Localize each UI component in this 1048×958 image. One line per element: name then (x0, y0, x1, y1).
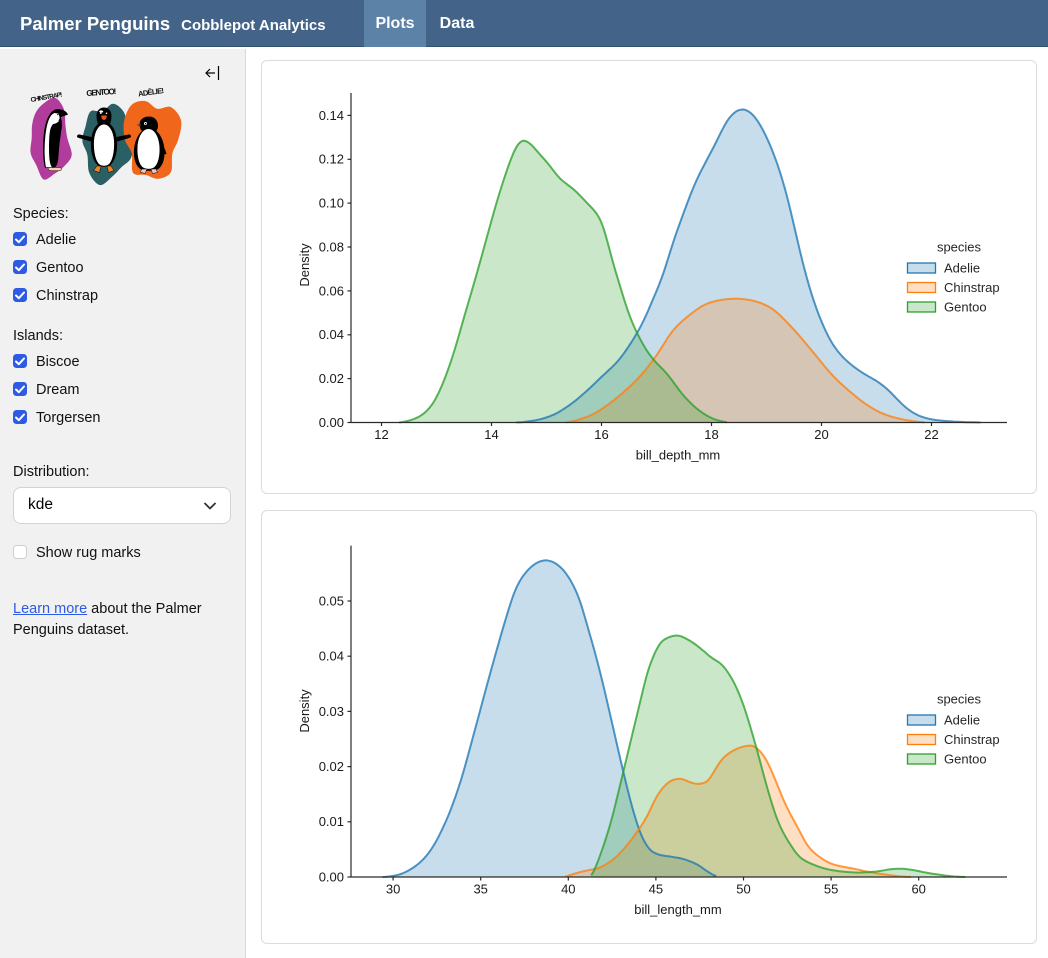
svg-text:Adelie: Adelie (944, 261, 980, 276)
svg-text:0.02: 0.02 (319, 759, 344, 774)
svg-text:Density: Density (297, 689, 312, 733)
svg-text:species: species (937, 692, 982, 707)
svg-text:Gentoo: Gentoo (944, 300, 987, 315)
svg-text:ADĒLIE!: ADĒLIE! (138, 86, 165, 99)
svg-text:0.00: 0.00 (319, 415, 344, 430)
svg-text:0.00: 0.00 (319, 869, 344, 884)
svg-text:Gentoo: Gentoo (944, 752, 987, 767)
svg-text:12: 12 (374, 427, 388, 442)
svg-text:0.14: 0.14 (319, 108, 344, 123)
svg-text:species: species (937, 240, 982, 255)
svg-text:16: 16 (594, 427, 608, 442)
svg-text:0.02: 0.02 (319, 371, 344, 386)
svg-text:Adelie: Adelie (944, 713, 980, 728)
svg-text:Chinstrap: Chinstrap (944, 280, 1000, 295)
svg-text:Chinstrap: Chinstrap (944, 732, 1000, 747)
svg-text:22: 22 (924, 427, 938, 442)
svg-text:0.04: 0.04 (319, 649, 344, 664)
svg-text:0.10: 0.10 (319, 196, 344, 211)
svg-text:30: 30 (386, 882, 400, 897)
svg-text:14: 14 (484, 427, 498, 442)
svg-text:0.04: 0.04 (319, 327, 344, 342)
svg-text:35: 35 (473, 882, 487, 897)
svg-text:20: 20 (814, 427, 828, 442)
svg-text:GENTOO!: GENTOO! (86, 87, 117, 98)
svg-text:0.08: 0.08 (319, 239, 344, 254)
svg-text:bill_depth_mm: bill_depth_mm (636, 448, 721, 463)
svg-text:0.12: 0.12 (319, 152, 344, 167)
svg-text:50: 50 (736, 882, 750, 897)
svg-text:0.01: 0.01 (319, 814, 344, 829)
svg-text:60: 60 (911, 882, 925, 897)
svg-text:Density: Density (297, 243, 312, 287)
svg-text:0.03: 0.03 (319, 704, 344, 719)
svg-text:45: 45 (649, 882, 663, 897)
svg-text:18: 18 (704, 427, 718, 442)
svg-text:40: 40 (561, 882, 575, 897)
svg-text:0.06: 0.06 (319, 283, 344, 298)
svg-text:bill_length_mm: bill_length_mm (634, 902, 721, 917)
svg-text:55: 55 (824, 882, 838, 897)
svg-text:0.05: 0.05 (319, 593, 344, 608)
